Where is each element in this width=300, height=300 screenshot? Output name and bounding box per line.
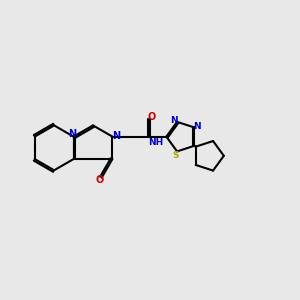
Text: N: N: [68, 129, 76, 139]
Text: N: N: [170, 116, 178, 125]
Text: S: S: [172, 151, 178, 160]
Text: O: O: [148, 112, 156, 122]
Text: O: O: [95, 175, 103, 185]
Text: NH: NH: [148, 138, 164, 147]
Text: N: N: [194, 122, 201, 130]
Text: N: N: [112, 131, 120, 141]
